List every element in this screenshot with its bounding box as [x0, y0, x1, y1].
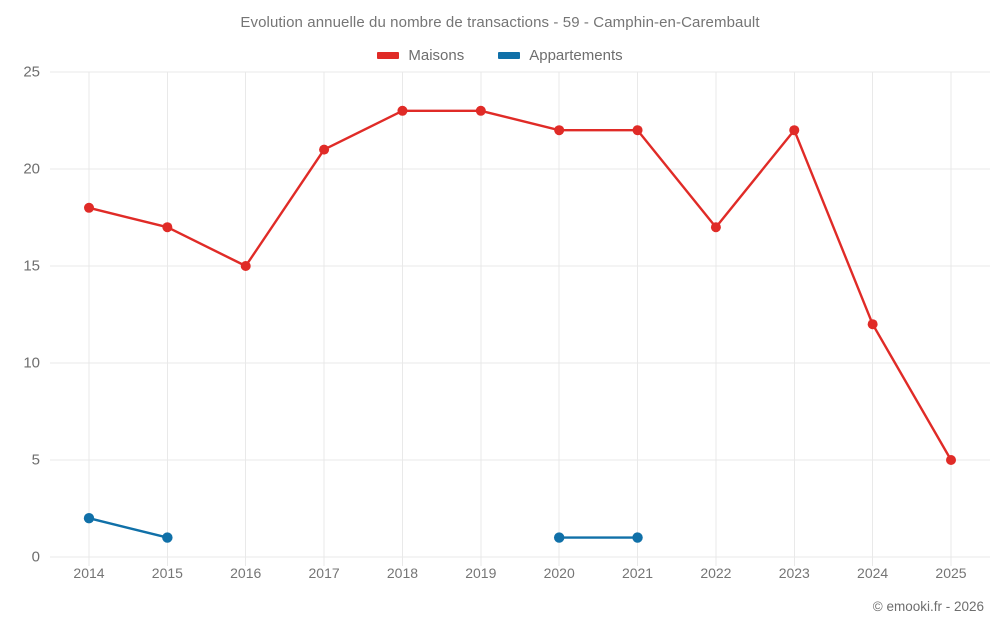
data-point — [554, 125, 565, 136]
data-point — [710, 222, 721, 233]
x-axis-tick-label: 2015 — [151, 565, 183, 581]
legend-swatch-maisons — [377, 51, 400, 59]
data-point — [162, 532, 173, 543]
data-point — [475, 105, 486, 116]
legend-label-maisons: Maisons — [408, 46, 465, 64]
series-line-maisons — [87, 109, 953, 462]
data-point — [867, 319, 878, 330]
series-line-appartements — [87, 517, 169, 539]
legend-item-maisons[interactable]: Maisons — [377, 47, 464, 64]
x-axis-tick-label: 2018 — [386, 565, 419, 581]
x-axis-tick-label: 2025 — [935, 565, 967, 581]
y-axis-tick-label: 0 — [31, 548, 40, 566]
y-axis-tick-label: 15 — [23, 257, 40, 275]
chart-legend: Maisons Appartements — [0, 44, 1000, 66]
data-point — [83, 513, 95, 524]
series-maisons — [84, 105, 956, 465]
data-point — [632, 532, 643, 543]
data-point — [162, 222, 173, 233]
legend-item-appartements[interactable]: Appartements — [498, 46, 623, 64]
y-axis-tick-label: 10 — [23, 354, 40, 372]
data-point — [946, 455, 956, 465]
x-axis-tick-label: 2023 — [778, 565, 810, 581]
legend-label-appartements: Appartements — [529, 46, 623, 64]
x-axis-tick-label: 2019 — [465, 565, 497, 581]
legend-swatch-appartements — [498, 51, 521, 59]
series-appartements — [83, 513, 643, 543]
x-axis-tick-label: 2024 — [857, 565, 889, 581]
y-axis-tick-label: 20 — [23, 160, 40, 178]
data-point — [789, 125, 800, 136]
y-axis-tick-label: 25 — [23, 63, 40, 81]
footer-credit: © emooki.fr - 2026 — [872, 599, 984, 614]
chart-title: Evolution annuelle du nombre de transact… — [240, 14, 760, 31]
x-axis-tick-label: 2016 — [230, 565, 262, 581]
data-point — [84, 202, 94, 213]
x-axis-tick-label: 2022 — [700, 565, 732, 581]
x-axis-tick-label: 2021 — [621, 565, 654, 581]
data-point — [319, 144, 330, 155]
data-point — [553, 532, 565, 543]
x-axis-tick-label: 2017 — [308, 565, 340, 581]
x-axis-tick-label: 2014 — [73, 565, 105, 581]
x-axis-tick-label: 2020 — [543, 565, 575, 581]
data-point — [397, 105, 408, 116]
y-axis-tick-label: 5 — [31, 451, 40, 469]
data-point — [240, 261, 251, 271]
data-point — [632, 125, 643, 136]
